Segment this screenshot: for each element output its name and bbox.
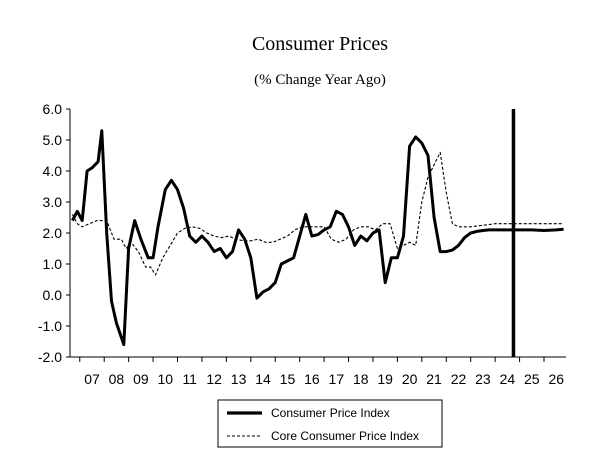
x-tick-label: 25 — [524, 371, 540, 387]
y-tick-label: 6.0 — [43, 101, 63, 117]
x-tick-label: 13 — [231, 371, 247, 387]
y-tick-label: -2.0 — [38, 349, 62, 365]
x-tick-label: 17 — [329, 371, 345, 387]
series-line-core — [71, 151, 564, 276]
chart-subtitle: (% Change Year Ago) — [254, 72, 386, 88]
x-tick-label: 08 — [109, 371, 125, 387]
x-tick-label: 10 — [158, 371, 174, 387]
x-tick-label: 12 — [206, 371, 222, 387]
x-tick-label: 07 — [84, 371, 100, 387]
y-tick-label: 5.0 — [43, 132, 63, 148]
y-tick-label: 4.0 — [43, 163, 63, 179]
x-tick-label: 20 — [402, 371, 418, 387]
y-tick-label: 3.0 — [43, 194, 63, 210]
y-tick-label: 2.0 — [43, 225, 63, 241]
x-tick-label: 14 — [255, 371, 271, 387]
x-tick-label: 15 — [280, 371, 296, 387]
x-tick-label: 24 — [500, 371, 516, 387]
legend-label-cpi: Consumer Price Index — [271, 406, 390, 420]
series-line-cpi — [71, 129, 564, 347]
x-tick-label: 16 — [304, 371, 320, 387]
y-tick-label: -1.0 — [38, 318, 62, 334]
y-tick-label: 1.0 — [43, 256, 63, 272]
legend-box — [217, 399, 443, 448]
x-tick-label: 21 — [426, 371, 442, 387]
x-tick-label: 22 — [451, 371, 467, 387]
legend-label-core: Core Consumer Price Index — [271, 429, 419, 443]
x-tick-label: 18 — [353, 371, 369, 387]
x-tick-label: 09 — [133, 371, 149, 387]
plot-area: 6.0 5.0 4.0 3.0 2.0 1.0 0.0 -1.0 -2.0 07 08 09 10 11 1… — [38, 101, 566, 387]
y-tick-label: 0.0 — [43, 287, 63, 303]
chart-title: Consumer Prices — [252, 33, 388, 55]
x-tick-label: 19 — [377, 371, 393, 387]
legend: Consumer Price Index Core Consumer Price… — [217, 399, 443, 448]
x-tick-label: 23 — [475, 371, 491, 387]
x-tick-label: 11 — [182, 371, 197, 387]
x-tick-label: 26 — [548, 371, 564, 387]
